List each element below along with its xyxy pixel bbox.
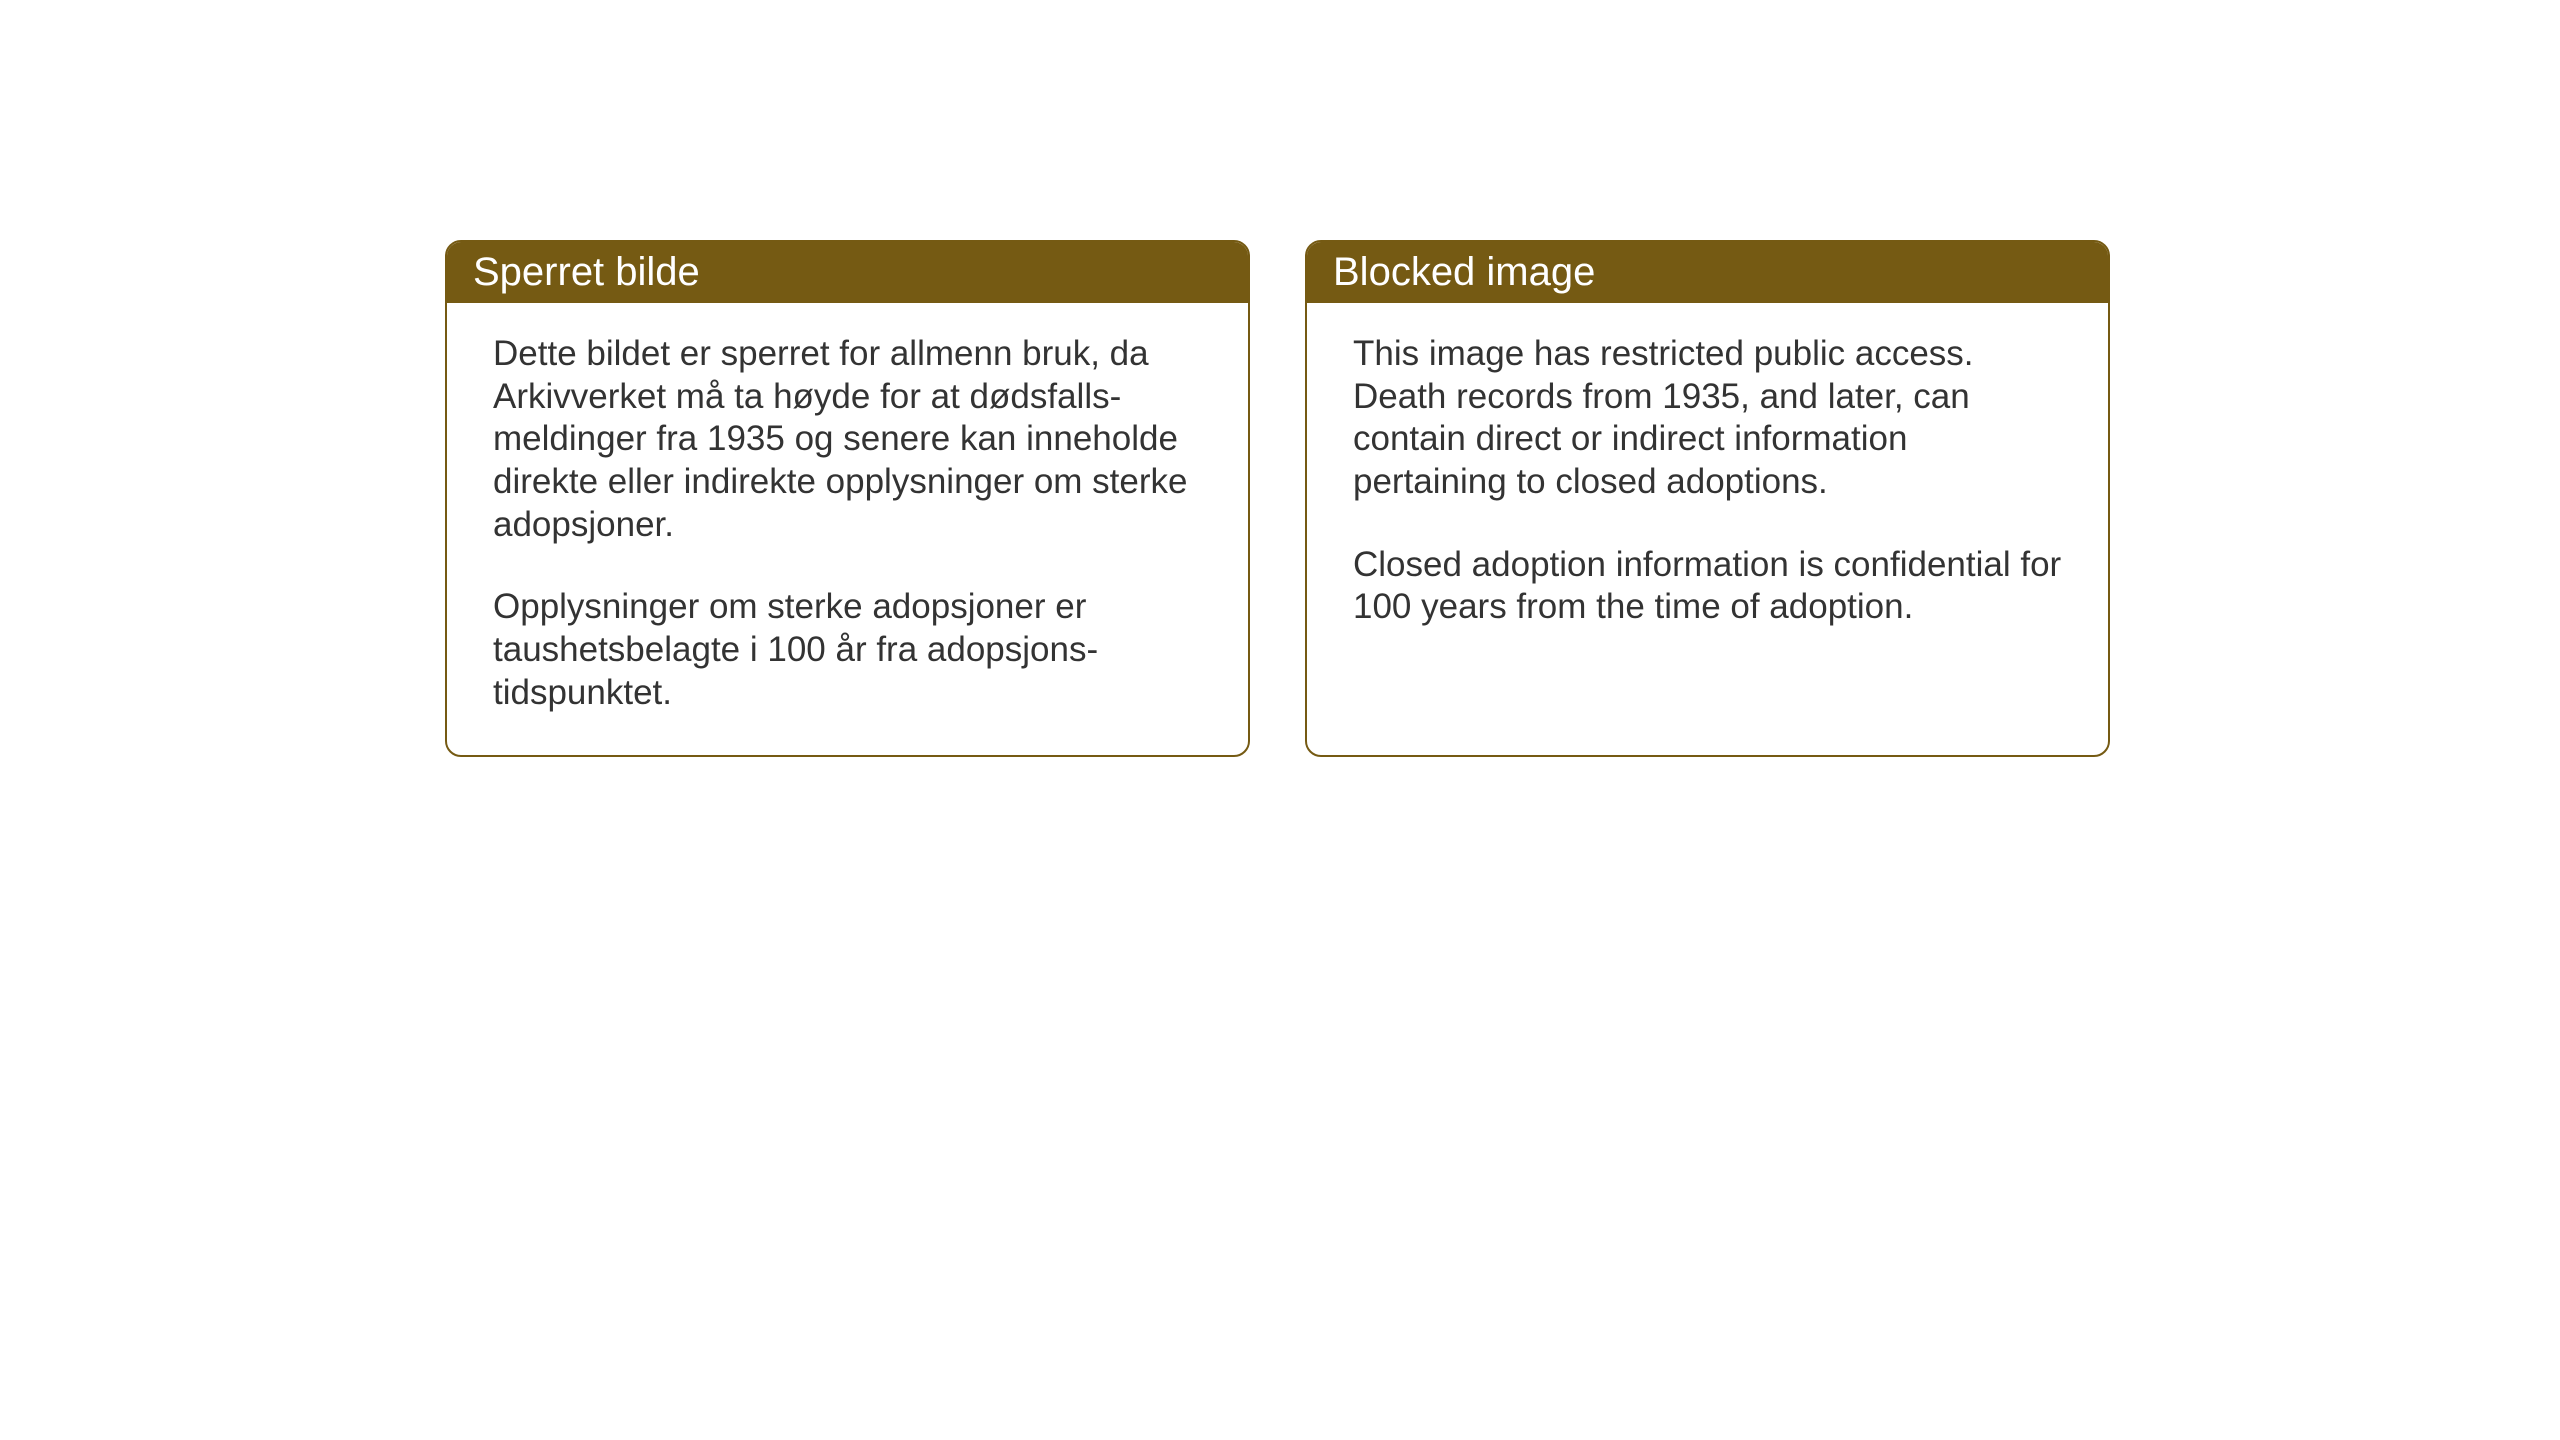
- card-header-english: Blocked image: [1307, 242, 2108, 303]
- card-norwegian: Sperret bilde Dette bildet er sperret fo…: [445, 240, 1250, 757]
- cards-container: Sperret bilde Dette bildet er sperret fo…: [445, 240, 2110, 757]
- card-paragraph: Opplysninger om sterke adopsjoner er tau…: [493, 586, 1202, 714]
- card-header-norwegian: Sperret bilde: [447, 242, 1248, 303]
- card-title-english: Blocked image: [1333, 250, 1595, 294]
- card-body-english: This image has restricted public access.…: [1307, 303, 2108, 743]
- card-english: Blocked image This image has restricted …: [1305, 240, 2110, 757]
- card-paragraph: Closed adoption information is confident…: [1353, 544, 2062, 629]
- card-paragraph: Dette bildet er sperret for allmenn bruk…: [493, 333, 1202, 546]
- card-title-norwegian: Sperret bilde: [473, 250, 700, 294]
- card-paragraph: This image has restricted public access.…: [1353, 333, 2062, 504]
- card-body-norwegian: Dette bildet er sperret for allmenn bruk…: [447, 303, 1248, 755]
